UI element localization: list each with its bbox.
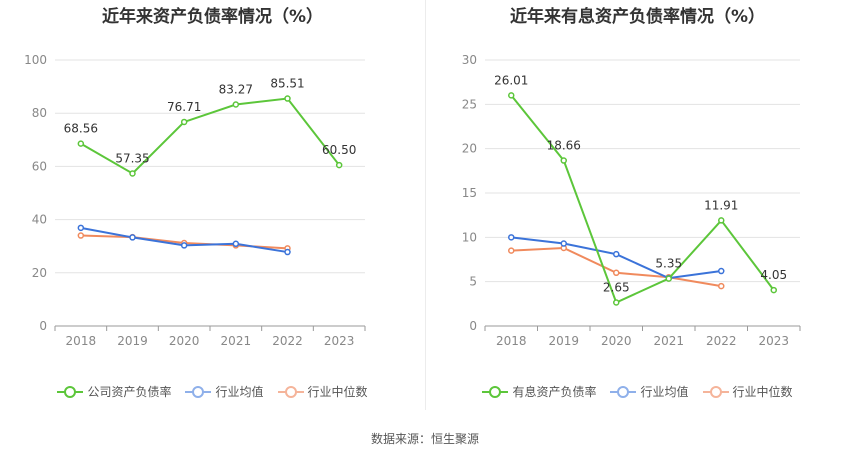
data-point	[508, 92, 515, 99]
legend-item-company[interactable]: 有息资产负债率	[482, 383, 596, 400]
y-tick-label: 20	[462, 142, 477, 156]
data-label: 18.66	[547, 139, 581, 153]
x-tick-label: 2018	[496, 334, 527, 348]
x-tick-label: 2021	[653, 334, 684, 348]
data-label: 5.35	[655, 257, 682, 271]
chart-title: 近年来资产负债率情况（%）	[101, 7, 324, 27]
x-tick-label: 2020	[169, 334, 200, 348]
legend-label: 有息资产负债率	[512, 385, 597, 399]
data-source-note: 数据来源：恒生聚源	[370, 432, 479, 446]
x-tick-label: 2018	[66, 334, 97, 348]
data-point	[613, 299, 620, 306]
data-label: 68.56	[64, 122, 98, 136]
legend-line-marker-icon	[277, 385, 304, 398]
data-point	[284, 248, 291, 256]
data-point	[613, 269, 620, 277]
chart-panel-asset-liability: 近年来资产负债率情况（%） 0 20 40 60 80 100 2018 2019 2020 20…	[0, 0, 425, 410]
data-label: 85.51	[270, 77, 304, 91]
data-label: 11.91	[704, 198, 738, 212]
data-point	[718, 217, 725, 224]
data-label: 2.65	[603, 281, 630, 295]
y-tick-label: 30	[462, 53, 477, 67]
y-tick-label: 0	[39, 319, 47, 333]
panel-divider	[425, 0, 426, 410]
data-point	[508, 234, 515, 241]
data-point	[232, 101, 240, 108]
y-tick-label: 5	[469, 275, 477, 289]
data-point	[129, 170, 136, 177]
data-point	[560, 157, 567, 164]
legend-item-company[interactable]: 公司资产负债率	[57, 383, 171, 400]
y-tick-label: 0	[469, 319, 477, 333]
data-point	[129, 234, 136, 241]
x-tick-label: 2020	[601, 334, 632, 348]
data-point	[180, 242, 188, 249]
x-tick-label: 2019	[117, 334, 148, 348]
data-point	[665, 275, 672, 282]
data-point	[232, 240, 240, 248]
chart-panel-interest-bearing: 近年来有息资产负债率情况（%） 0 5 10 15 20 25 30 2018 2019 2020…	[425, 0, 850, 410]
data-point	[770, 286, 777, 294]
legend-line-marker-icon	[702, 385, 729, 398]
data-point	[180, 118, 188, 126]
y-tick-label: 25	[462, 97, 477, 111]
legend-line-marker-icon	[482, 385, 509, 398]
legend-label: 行业均值	[640, 385, 689, 399]
legend-item-industry-median[interactable]: 行业中位数	[702, 383, 793, 400]
y-tick-label: 15	[462, 186, 477, 200]
y-tick-label: 100	[24, 53, 47, 67]
data-point	[718, 282, 725, 290]
legend-label: 行业均值	[215, 385, 264, 399]
legend-line-marker-icon	[610, 385, 637, 398]
data-label: 83.27	[219, 83, 253, 97]
data-point	[718, 267, 725, 275]
y-tick-label: 10	[462, 230, 477, 244]
data-point	[77, 140, 85, 147]
x-tick-label: 2022	[706, 334, 737, 348]
data-label: 60.50	[322, 143, 356, 157]
data-point	[508, 247, 515, 254]
legend-item-industry-mean[interactable]: 行业均值	[610, 383, 689, 400]
series-line	[510, 94, 775, 304]
chart-plot: 0 20 40 60 80 100 2018 2019 2020 2021 2022 2023 68.5…	[24, 53, 366, 348]
y-tick-label: 40	[32, 213, 47, 227]
data-label: 57.35	[115, 151, 149, 165]
x-tick-label: 2023	[758, 334, 789, 348]
legend-item-industry-mean[interactable]: 行业均值	[185, 383, 264, 400]
data-label: 26.01	[494, 73, 528, 87]
legend-line-marker-icon	[57, 385, 84, 398]
y-tick-label: 20	[32, 266, 47, 280]
data-point	[77, 232, 85, 239]
data-label: 4.05	[760, 268, 787, 282]
x-tick-label: 2023	[324, 334, 355, 348]
x-tick-label: 2022	[272, 334, 303, 348]
chart-plot: 0 5 10 15 20 25 30 2018 2019 2020 2021 2022 2023 26.0…	[462, 53, 801, 348]
legend-line-marker-icon	[185, 385, 212, 398]
x-tick-label: 2019	[548, 334, 579, 348]
data-point	[335, 161, 343, 169]
data-point	[77, 224, 85, 232]
x-tick-label: 2021	[221, 334, 252, 348]
data-point	[560, 240, 567, 247]
legend-label: 公司资产负债率	[87, 385, 172, 399]
legend-label: 行业中位数	[732, 385, 793, 399]
chart-legend: 公司资产负债率 行业均值 行业中位数	[0, 383, 425, 400]
data-point	[284, 95, 291, 102]
chart-title: 近年来有息资产负债率情况（%）	[509, 7, 766, 27]
data-label: 76.71	[167, 100, 201, 114]
chart-legend: 有息资产负债率 行业均值 行业中位数	[425, 383, 850, 400]
y-tick-label: 60	[32, 159, 47, 173]
series-line	[80, 97, 340, 175]
legend-label: 行业中位数	[307, 385, 368, 399]
legend-item-industry-median[interactable]: 行业中位数	[277, 383, 368, 400]
data-point	[613, 250, 620, 258]
y-tick-label: 80	[32, 106, 47, 120]
